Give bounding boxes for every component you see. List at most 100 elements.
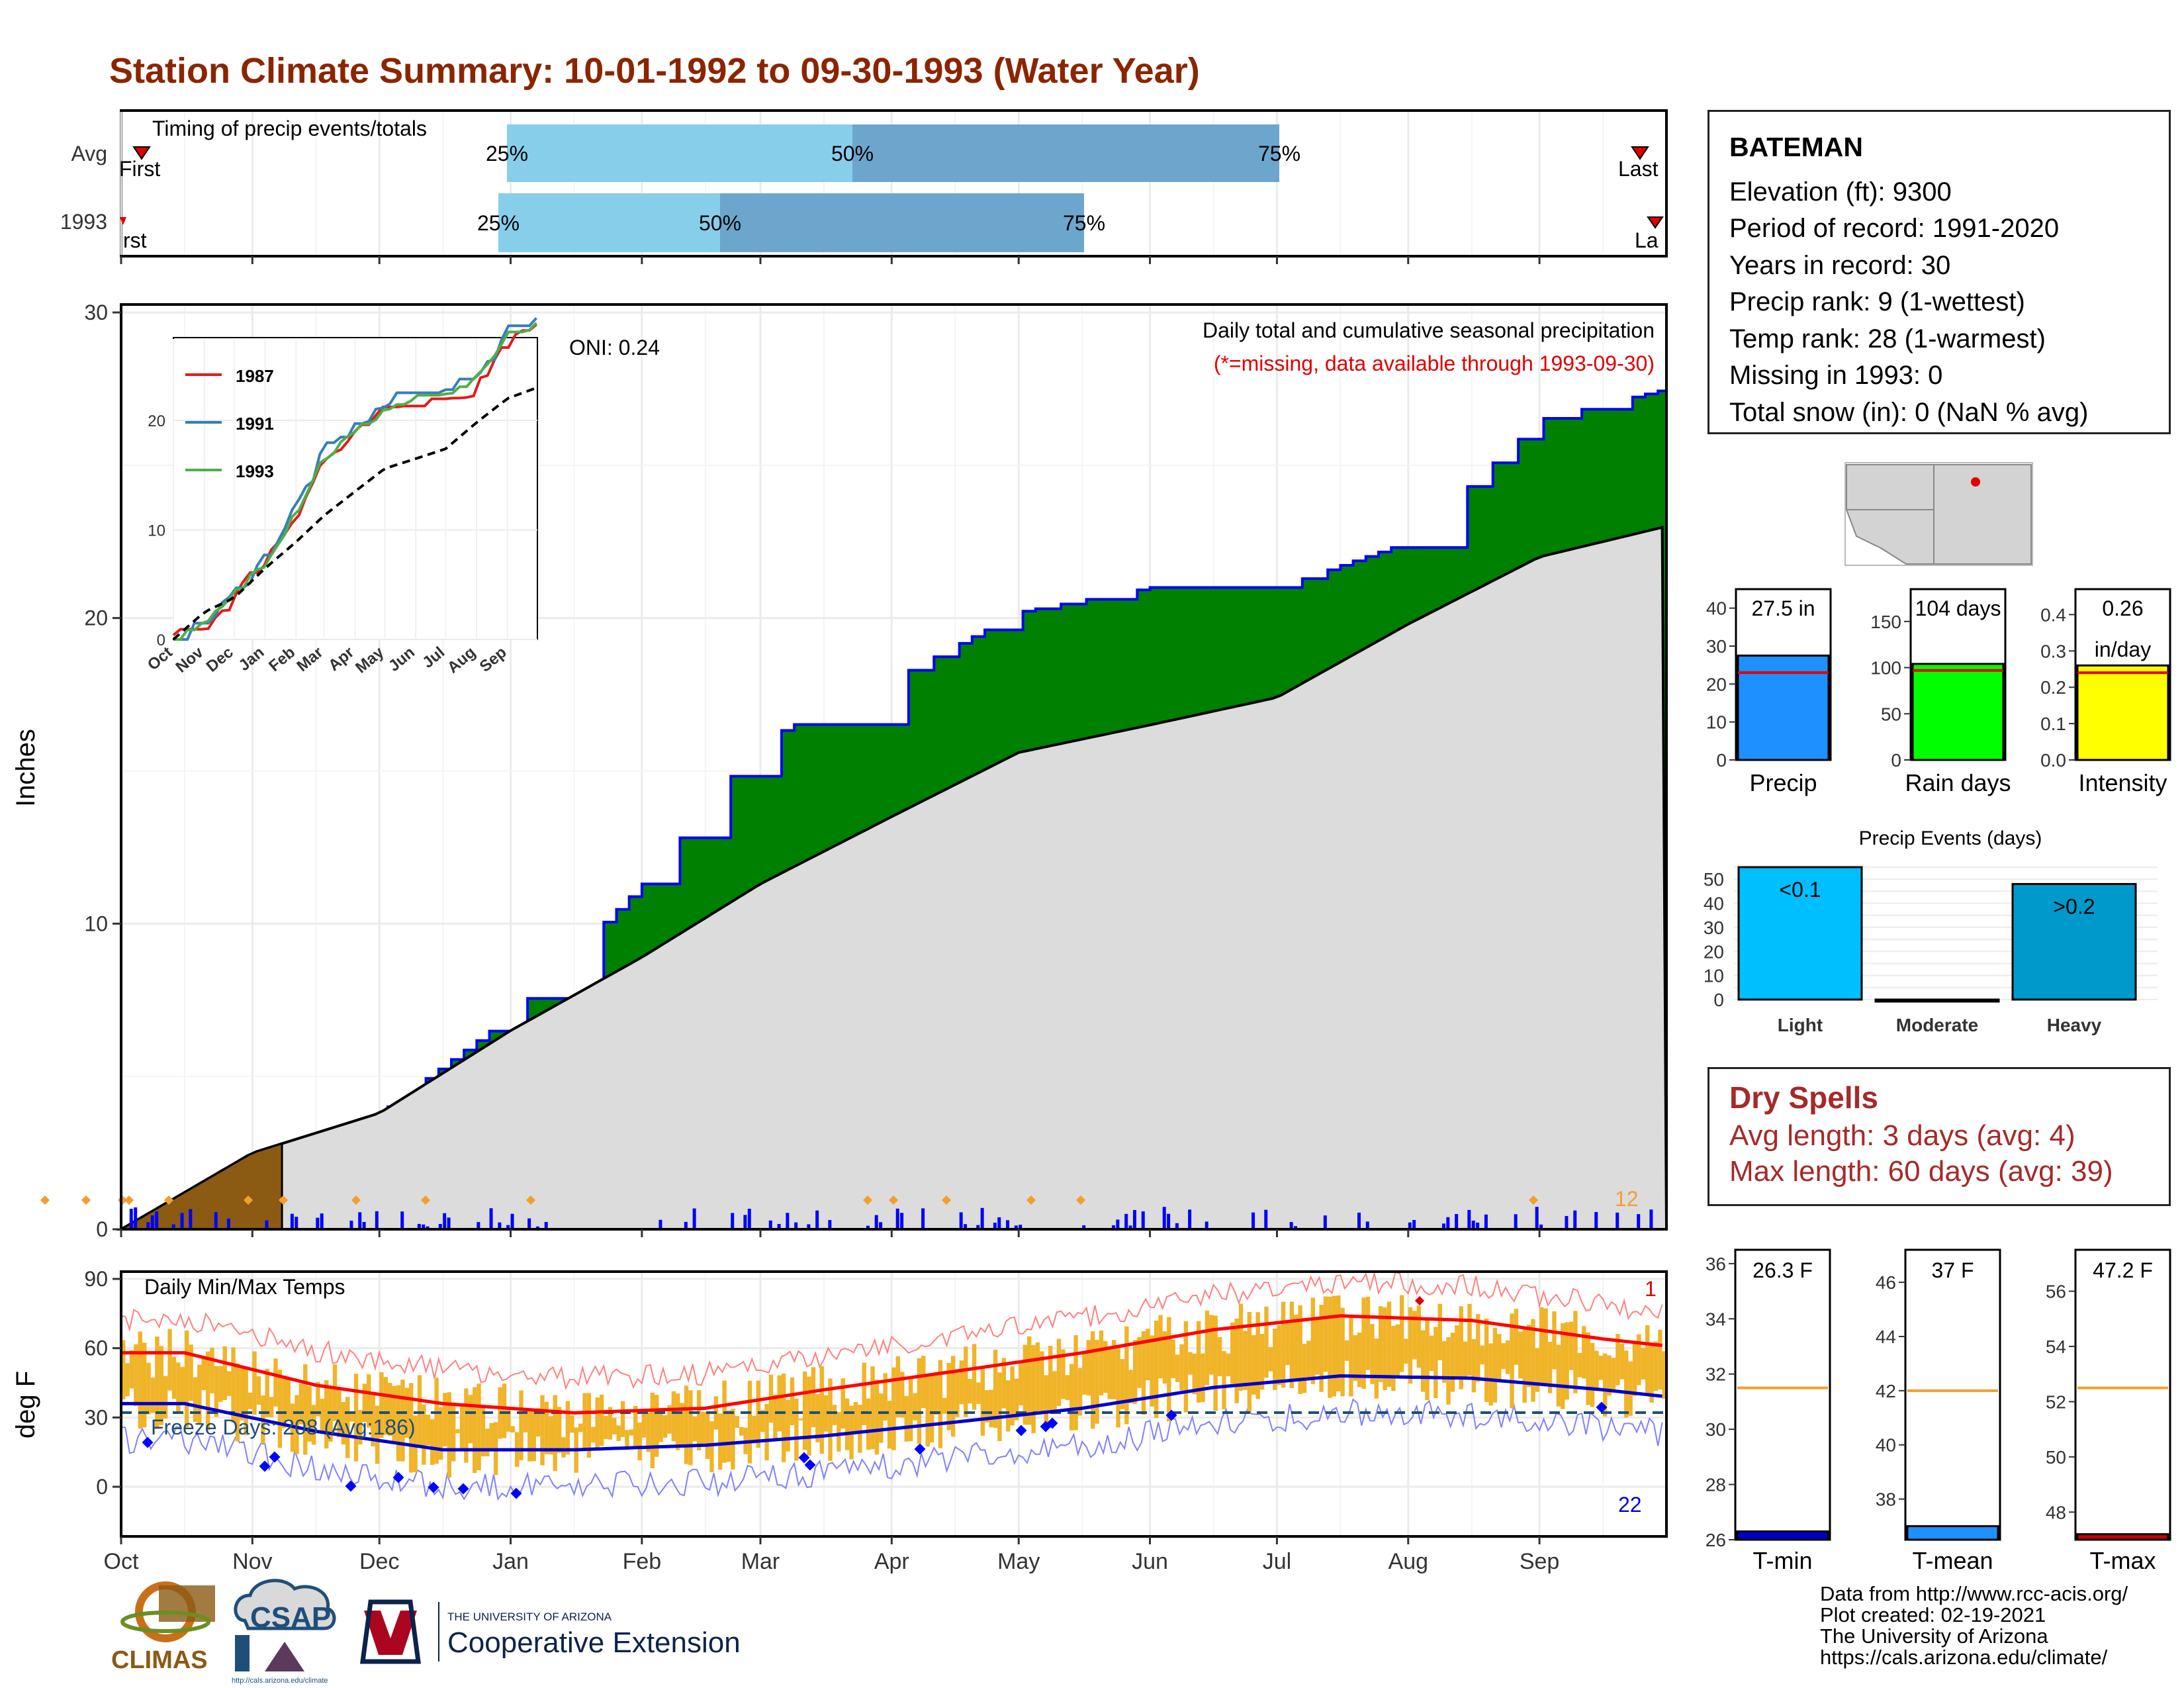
daily-temp-bar	[1416, 1305, 1421, 1368]
daily-temp-bar	[1370, 1324, 1375, 1384]
daily-temp-bar	[409, 1383, 414, 1473]
temp-ylabel: deg F	[11, 1371, 40, 1438]
daily-precip-bar	[1441, 1223, 1445, 1229]
daily-temp-bar	[277, 1370, 283, 1448]
event-ytick: 30	[1704, 917, 1724, 938]
daily-temp-bar	[1222, 1350, 1226, 1410]
daily-temp-bar	[1310, 1297, 1316, 1384]
daily-precip-bar	[1128, 1225, 1132, 1229]
daily-temp-bar	[1251, 1335, 1256, 1395]
timing-panel: Timing of precip events/totals Avg 1993 …	[60, 109, 1668, 258]
daily-precip-bar	[1323, 1215, 1327, 1229]
daily-temp-bar	[1328, 1296, 1332, 1398]
daily-precip-bar	[1467, 1209, 1471, 1229]
record-min-line	[120, 1398, 1663, 1501]
daily-temp-bar	[298, 1383, 304, 1425]
daily-precip-bar	[794, 1222, 798, 1229]
daily-precip-bars	[40, 1195, 1653, 1229]
temp-frame	[2074, 1248, 2171, 1541]
daily-temp-bar	[565, 1401, 570, 1455]
credit-line-1: Data from http://www.rcc-acis.org/	[1820, 1582, 2128, 1605]
daily-temp-bar	[1619, 1343, 1625, 1380]
daily-precip-bar	[997, 1217, 1001, 1229]
mini-ytick: 0.2	[2040, 677, 2066, 698]
daily-temp-bar	[531, 1410, 536, 1462]
daily-temp-bar	[1662, 1351, 1667, 1399]
mini-value-unit: in/day	[2095, 637, 2151, 661]
info-years: Years in record: 30	[1729, 250, 1951, 280]
avg-min-line	[121, 1374, 1662, 1452]
event-ytick: 50	[1704, 869, 1724, 890]
daily-precip-bar	[129, 1208, 133, 1229]
daily-temp-bar	[608, 1407, 613, 1440]
daily-temp-bar	[1391, 1325, 1396, 1391]
missing-marker	[81, 1195, 91, 1205]
daily-precip-bar	[1565, 1215, 1569, 1229]
daily-temp-bar	[718, 1413, 723, 1470]
daily-temp-bar	[307, 1385, 312, 1442]
daily-temp-bar	[400, 1380, 405, 1462]
daily-temp-bar	[680, 1403, 684, 1446]
daily-temp-bar	[316, 1382, 320, 1417]
temp-ytick: 60	[84, 1336, 108, 1360]
daily-precip-bar	[747, 1209, 751, 1229]
daily-temp-bar	[388, 1382, 392, 1436]
month-label: Mar	[741, 1549, 780, 1574]
daily-temp-bar	[904, 1395, 909, 1442]
temp-frame	[1734, 1248, 1831, 1541]
event-bar	[1874, 998, 2000, 1003]
daily-precip-bar	[400, 1211, 404, 1229]
daily-precip-bar	[489, 1208, 493, 1229]
daily-temp-bar	[582, 1393, 587, 1449]
daily-temp-bar	[1497, 1334, 1502, 1383]
daily-temp-bar	[697, 1390, 702, 1450]
daily-precip-bar	[1446, 1217, 1450, 1229]
daily-precip-bar	[443, 1213, 447, 1229]
temp-frame	[1904, 1248, 2001, 1541]
daily-temp-bar	[1158, 1315, 1163, 1379]
daily-temp-bar	[142, 1342, 147, 1428]
month-label: Apr	[874, 1549, 909, 1574]
dry-spells-max: Max length: 60 days (avg: 39)	[1729, 1155, 2113, 1188]
daily-temp-bar	[844, 1398, 850, 1450]
temp-summary-ytick: 56	[2046, 1282, 2066, 1302]
mini-ytick: 150	[1870, 612, 1901, 632]
daily-temp-bar	[1217, 1337, 1222, 1376]
daily-precip-bar	[866, 1225, 870, 1229]
daily-precip-bar	[1251, 1212, 1255, 1229]
daily-temp-bar	[523, 1409, 528, 1432]
daily-temp-bar	[731, 1409, 735, 1470]
daily-temp-bar	[1201, 1353, 1205, 1402]
daily-temp-bar	[1099, 1330, 1104, 1395]
temp-summary-bar	[2076, 1533, 2169, 1541]
daily-temp-bar	[1340, 1307, 1345, 1397]
daily-temp-bar	[485, 1429, 490, 1457]
daily-temp-bar	[1586, 1332, 1590, 1405]
daily-precip-bar	[1116, 1219, 1120, 1229]
daily-temp-bar	[1658, 1329, 1662, 1390]
avg-max-line	[121, 1314, 1662, 1415]
record-low-marker	[1165, 1409, 1177, 1421]
daily-temp-bar	[1111, 1340, 1116, 1399]
daily-temp-bar	[159, 1346, 163, 1425]
first-label-avg: First	[119, 157, 160, 181]
info-elevation: Elevation (ft): 9300	[1729, 177, 1952, 207]
event-category: Light	[1778, 1015, 1823, 1035]
daily-temp-bar	[1607, 1355, 1612, 1396]
daily-temp-bar	[895, 1356, 901, 1417]
daily-temp-bar	[1531, 1319, 1535, 1402]
daily-temp-bar	[205, 1351, 210, 1430]
daily-temp-bar	[676, 1393, 680, 1450]
daily-temp-bar	[1073, 1335, 1078, 1430]
daily-temp-bar	[1226, 1353, 1231, 1376]
1993-p25: 25%	[477, 211, 520, 235]
daily-temp-bar	[1137, 1336, 1142, 1388]
daily-temp-bar	[1065, 1375, 1069, 1400]
mini-ytick: 40	[1706, 598, 1727, 619]
info-precip-rank: Precip rank: 9 (1-wettest)	[1729, 287, 2025, 316]
month-label: Sep	[1520, 1549, 1560, 1574]
daily-precip-bar	[290, 1213, 294, 1229]
daily-temp-bar	[1306, 1340, 1311, 1380]
daily-precip-bar	[1162, 1207, 1166, 1229]
precip-ytick: 10	[84, 912, 108, 935]
